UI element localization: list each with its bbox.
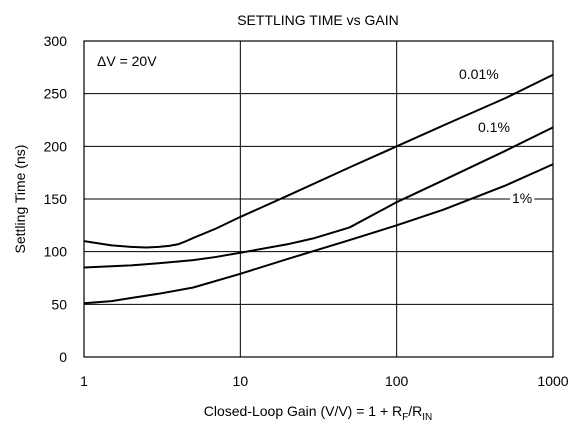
delta-v-annotation: ΔV = 20V — [97, 53, 157, 69]
y-axis-label: Settling Time (ns) — [12, 145, 28, 254]
x-tick-label: 100 — [385, 373, 409, 389]
series-layer — [83, 73, 554, 305]
x-tick-label: 10 — [233, 373, 249, 389]
series-line-0 — [83, 73, 554, 249]
y-tick-label: 50 — [51, 296, 67, 312]
series-label-0.01pct: 0.01% — [459, 66, 499, 82]
x-tick-label: 1000 — [537, 373, 568, 389]
y-tick-label: 150 — [44, 191, 68, 207]
series-line-2 — [83, 163, 554, 305]
y-tick-label: 0 — [59, 349, 67, 365]
y-tick-label: 200 — [44, 138, 68, 154]
series-label-0.1pct: 0.1% — [478, 119, 510, 135]
x-axis: 1 10 100 1000 — [80, 373, 569, 389]
y-tick-label: 300 — [44, 33, 68, 49]
y-tick-label: 250 — [44, 86, 68, 102]
y-axis: 0 50 100 150 200 250 300 — [44, 33, 68, 365]
y-tick-label: 100 — [44, 244, 68, 260]
x-axis-label: Closed-Loop Gain (V/V) = 1 + RF/RIN — [204, 403, 433, 423]
grid — [84, 41, 553, 357]
series-label-1pct: 1% — [512, 190, 532, 206]
chart-title: SETTLING TIME vs GAIN — [237, 12, 399, 28]
plot-frame — [83, 40, 554, 358]
series-line-1 — [83, 126, 554, 269]
x-tick-label: 1 — [80, 373, 88, 389]
